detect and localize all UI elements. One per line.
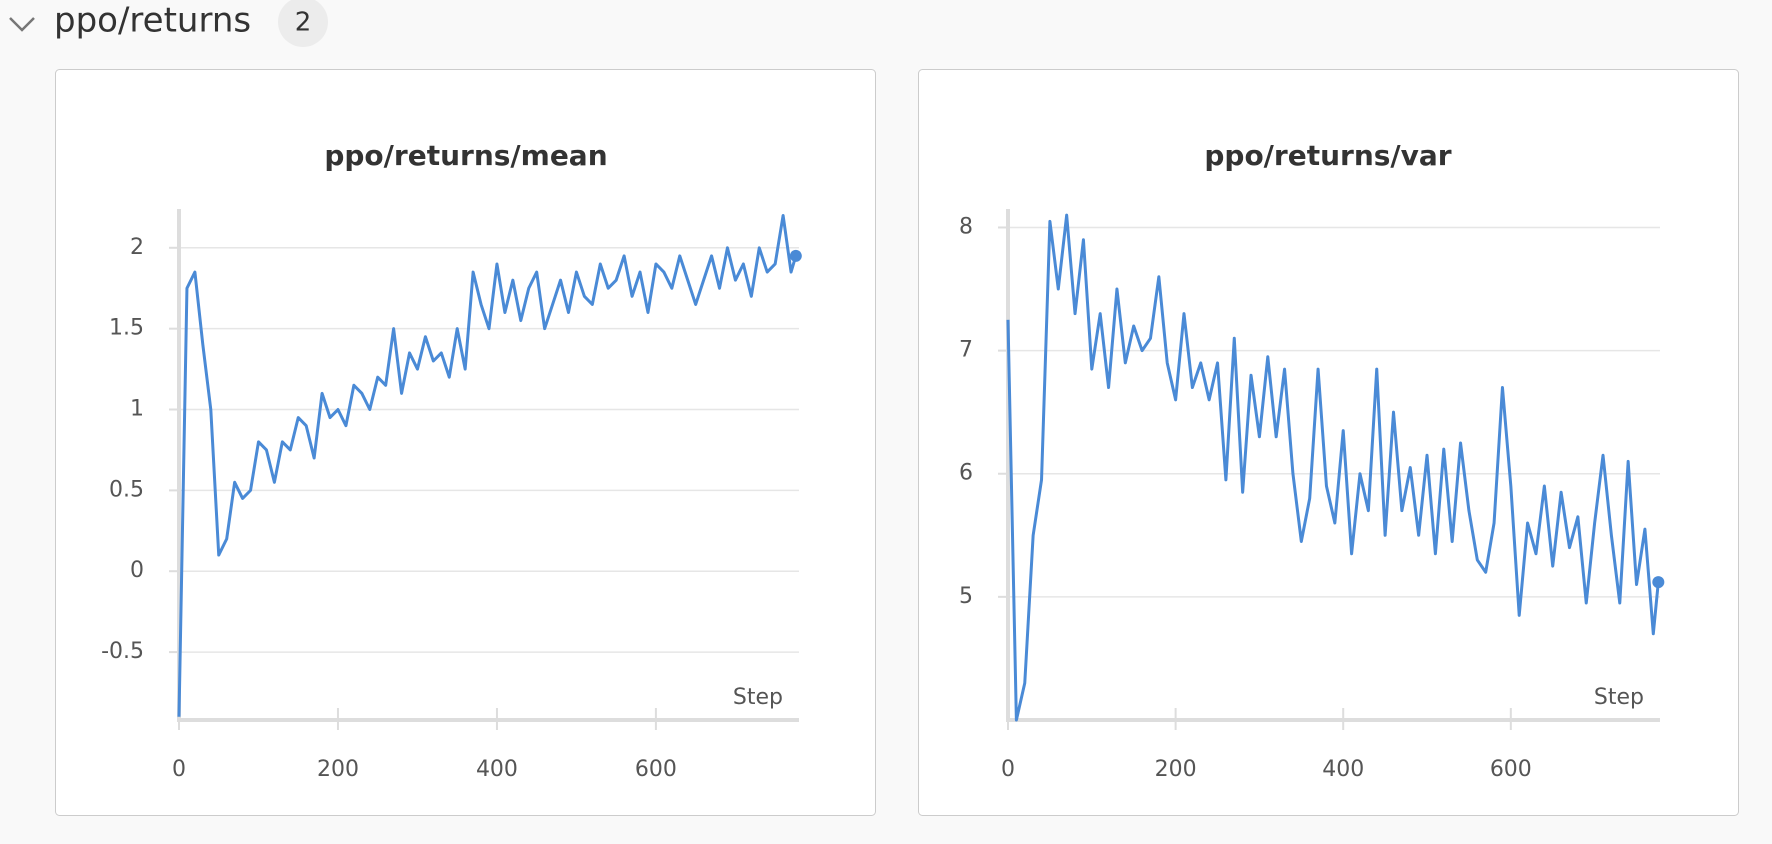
x-tick-label: 200: [317, 757, 359, 782]
x-tick-label: 600: [635, 757, 677, 782]
x-tick-label: 200: [1155, 757, 1197, 782]
x-axis-label: Step: [733, 685, 783, 710]
y-tick-label: 1.5: [109, 316, 144, 341]
end-point: [1652, 576, 1665, 589]
line: [177, 213, 798, 717]
y-tick-label: 0.5: [109, 477, 144, 502]
y-tick-label: 0: [130, 558, 144, 583]
x-tick-label: 0: [1001, 757, 1015, 782]
line: [1006, 213, 1660, 722]
chart-title: ppo/returns/mean: [324, 139, 607, 172]
end-point: [789, 249, 802, 262]
panel: [55, 69, 876, 816]
section-count: 2: [295, 8, 312, 38]
x-tick-label: 0: [172, 757, 186, 782]
y-tick-label: 7: [959, 338, 973, 363]
count-badge: [278, 0, 328, 47]
x-tick-label: 400: [1322, 757, 1364, 782]
y-tick-label: 5: [959, 584, 973, 609]
y-tick-label: 1: [130, 397, 144, 422]
collapse-chevron[interactable]: [9, 17, 35, 32]
y-tick-label: -0.5: [101, 639, 144, 664]
y-tick-label: 8: [959, 214, 973, 239]
chart-title: ppo/returns/var: [1204, 139, 1451, 172]
y-tick-label: 2: [130, 235, 144, 260]
section-title: ppo/returns: [54, 1, 251, 41]
panel: [918, 69, 1739, 816]
x-axis-label: Step: [1594, 685, 1644, 710]
y-tick-label: 6: [959, 461, 973, 486]
x-tick-label: 400: [476, 757, 518, 782]
x-tick-label: 600: [1490, 757, 1532, 782]
